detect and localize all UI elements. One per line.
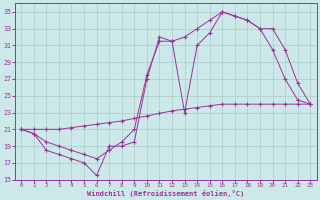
X-axis label: Windchill (Refroidissement éolien,°C): Windchill (Refroidissement éolien,°C): [87, 190, 244, 197]
